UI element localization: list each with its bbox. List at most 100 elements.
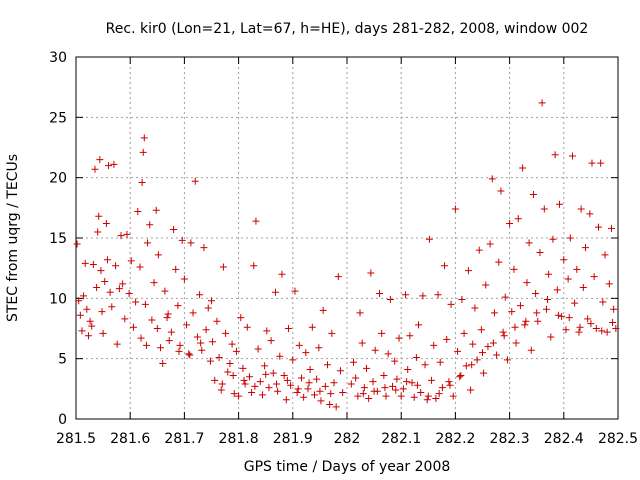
y-tick-label: 5 [58,352,67,368]
data-point [576,323,584,331]
data-point [138,178,146,186]
data-point [161,287,169,295]
data-point [269,369,277,377]
data-point [482,281,490,289]
data-point [605,280,613,288]
data-point [287,381,295,389]
data-point [121,315,129,323]
data-point [139,148,147,156]
data-point [93,283,101,291]
data-point [105,162,113,170]
data-point [328,329,336,337]
y-tick-label: 25 [49,110,67,126]
data-point [428,376,436,384]
data-point [415,321,423,329]
data-point [113,340,121,348]
data-point [536,248,544,256]
data-point [232,347,240,355]
data-point [571,299,579,307]
data-point [412,353,420,361]
data-point [581,244,589,252]
data-point [389,382,397,390]
data-point [447,300,455,308]
data-point [101,277,109,285]
data-point [403,378,411,386]
data-point [141,300,149,308]
data-point [512,339,520,347]
data-point [165,337,173,345]
data-point [370,387,378,395]
data-point [317,397,325,405]
data-point [267,337,275,345]
data-point [501,293,509,301]
data-point [516,302,524,310]
data-point [103,256,111,264]
data-point [592,325,600,332]
data-point [468,361,476,369]
data-point [339,388,347,396]
axis-ticks [75,56,619,420]
y-tick-label: 30 [49,50,67,66]
data-point [386,296,394,304]
data-point [609,318,617,326]
data-point [310,391,318,399]
data-point [590,273,598,281]
data-point [222,329,230,337]
data-point [497,187,505,195]
data-point [127,257,135,265]
data-point [294,385,302,393]
data-point [376,290,384,298]
data-point [315,344,323,352]
data-point [532,290,540,298]
data-point [598,327,606,335]
data-point [330,379,338,387]
data-point [480,369,488,377]
data-point [136,263,144,271]
data-point [167,328,175,336]
x-tick-labels: 281.5 281.6 281.7 281.8 281.9 282 282.1 282.2 28… [56,431,638,447]
data-point [363,364,371,372]
data-point [566,234,574,242]
data-point [554,311,562,319]
data-point [462,362,470,370]
data-point [551,151,559,159]
data-point [367,269,375,277]
data-point [304,385,312,393]
data-point [597,159,605,167]
data-point [419,292,427,300]
data-point [391,357,399,365]
data-point [438,384,446,392]
data-point [295,341,303,349]
data-point [229,372,237,380]
data-point [170,226,178,234]
data-point [276,352,284,360]
data-point [81,259,89,267]
data-point [586,210,594,218]
data-point [510,265,518,273]
data-point [336,367,344,375]
data-point [511,323,519,331]
data-point [265,384,273,392]
data-point [393,375,401,383]
data-point [308,323,316,331]
y-tick-label: 15 [49,231,67,247]
data-point [153,325,161,332]
data-points [73,99,620,411]
data-point [542,305,550,313]
data-point [274,387,282,395]
data-point [251,382,259,390]
y-tick-labels: 0 5 10 15 20 25 30 [49,50,67,428]
data-point [533,309,541,317]
data-point [196,291,204,299]
data-point [350,358,358,366]
data-point [271,288,279,296]
data-point [119,280,127,288]
data-point [187,239,195,247]
data-point [397,392,405,400]
x-tick-label: 282.4 [544,431,584,447]
data-point [240,376,248,384]
data-point [577,205,585,213]
data-point [534,317,542,325]
data-point [424,392,432,400]
data-point [278,270,286,278]
